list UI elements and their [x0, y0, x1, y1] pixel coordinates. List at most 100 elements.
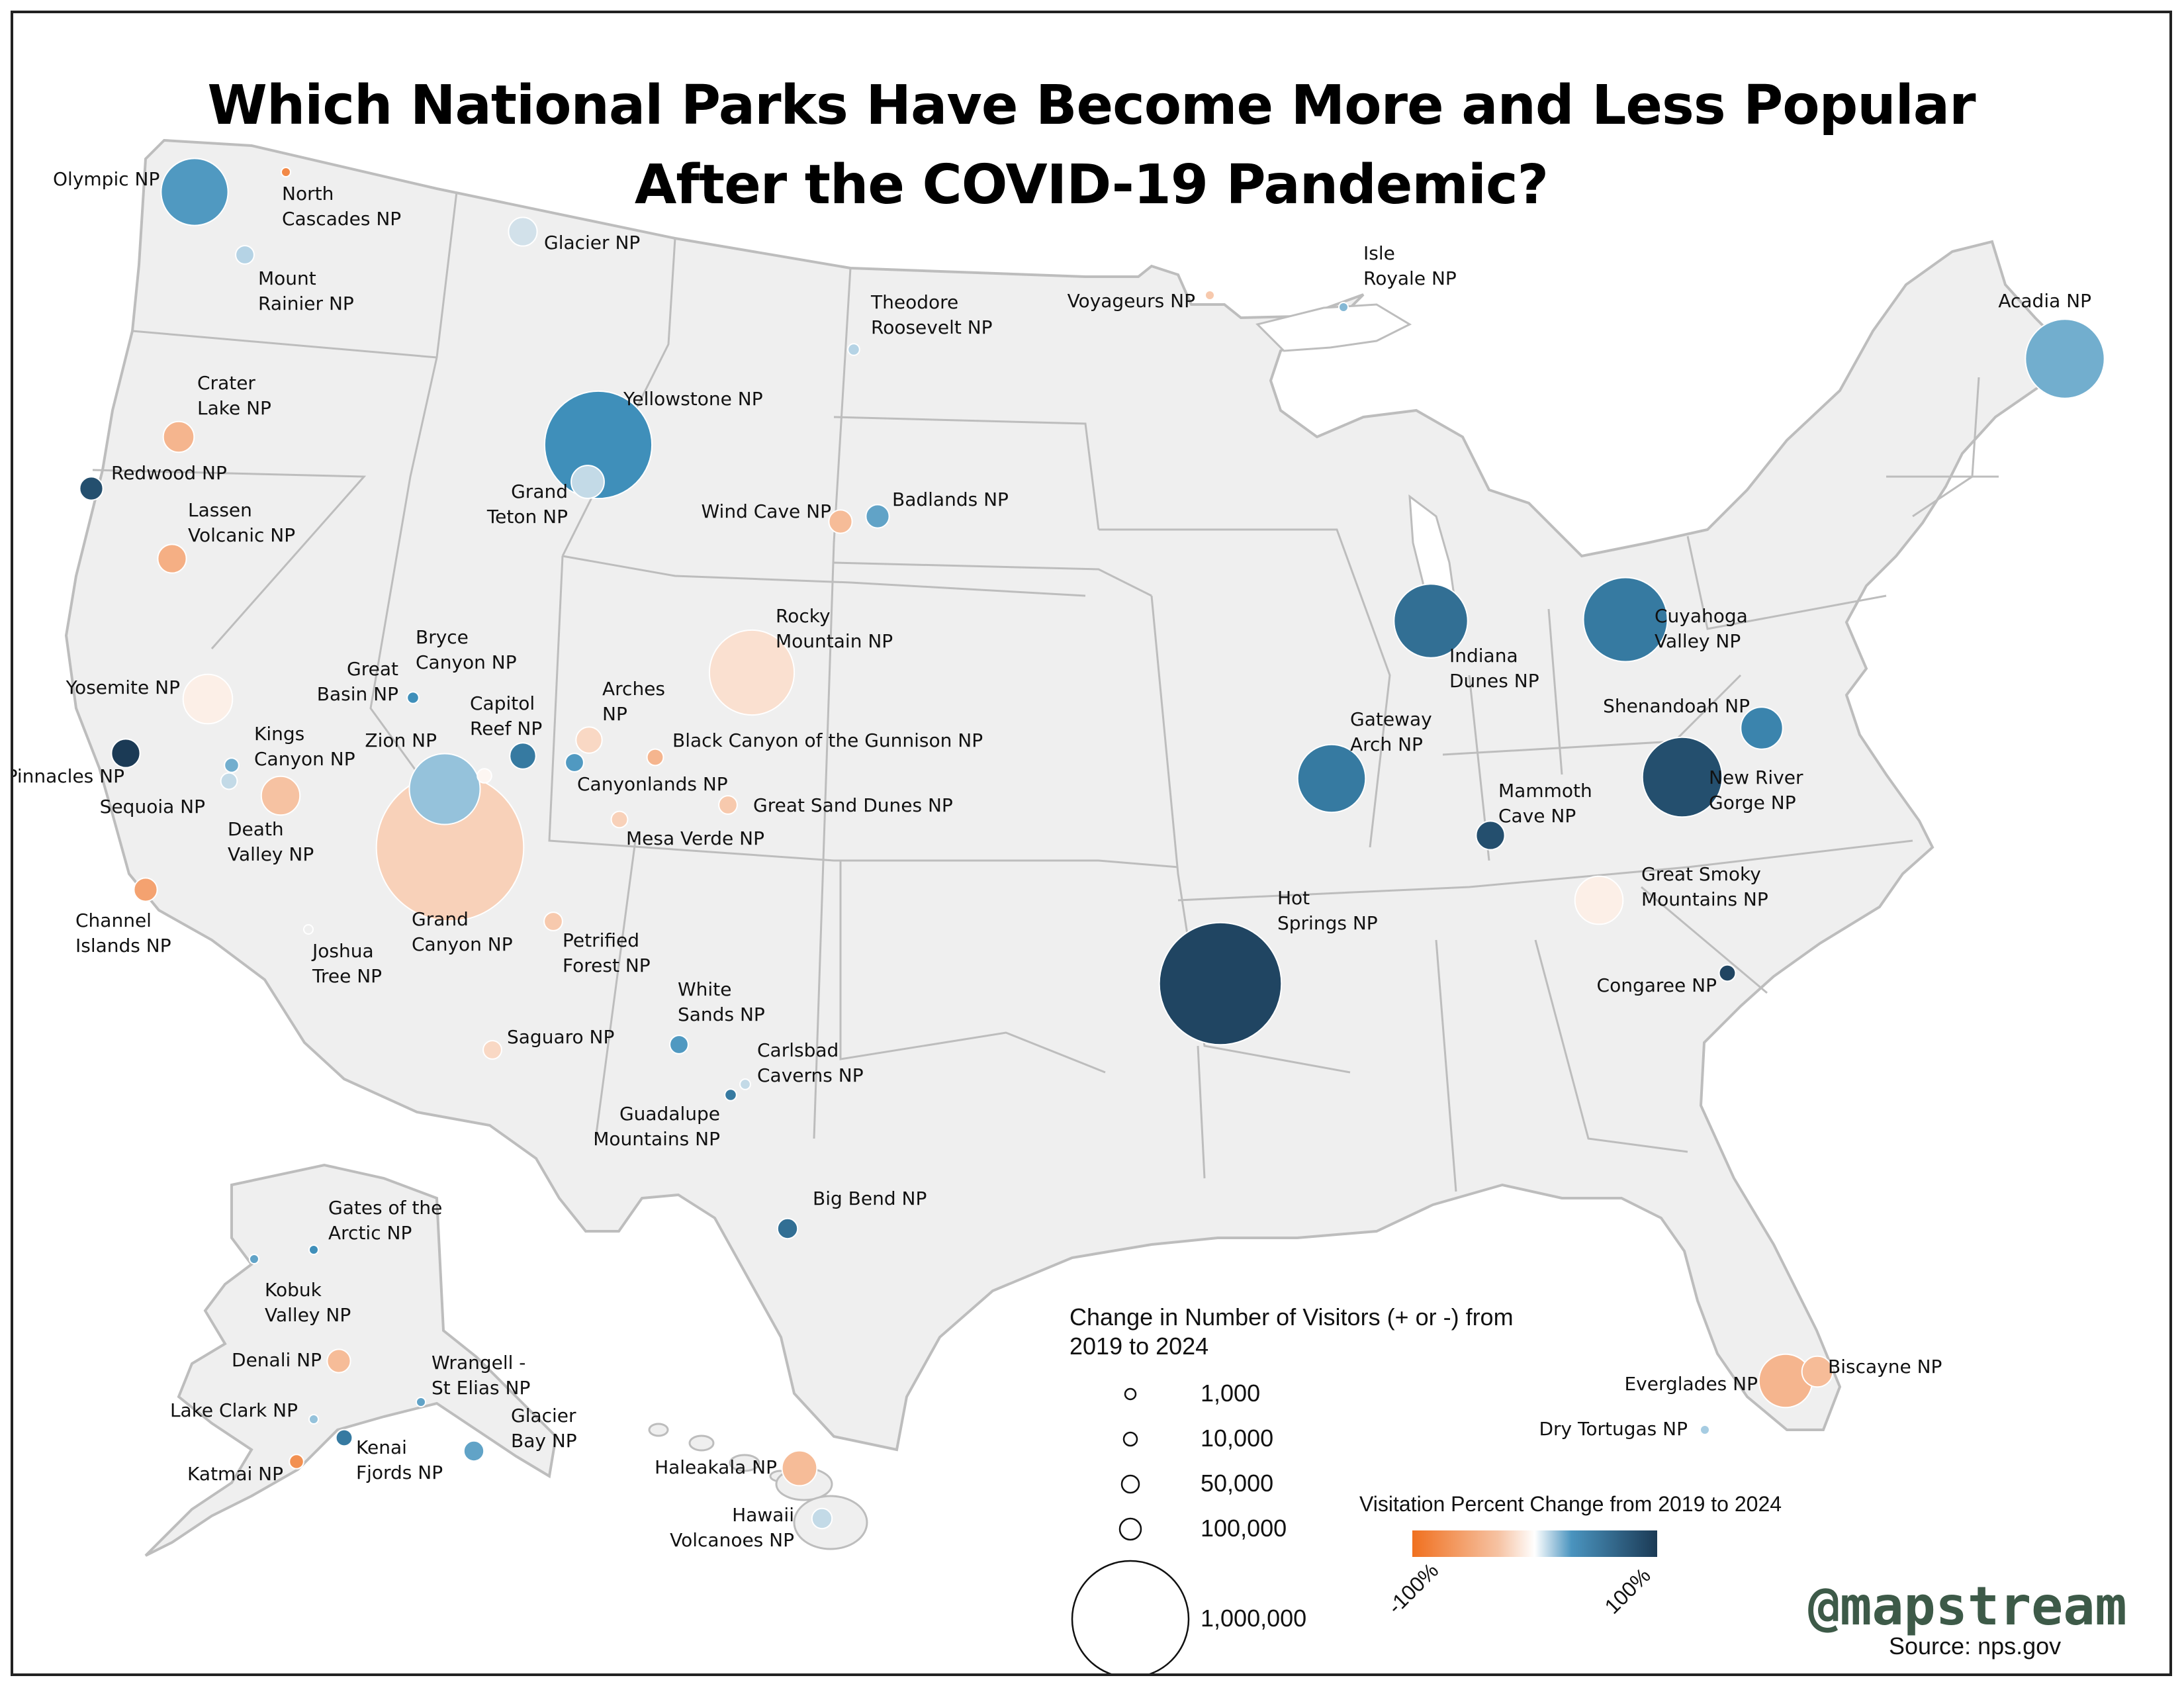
park-label-theodore-roosevelt-np: Theodore Roosevelt NP — [870, 291, 993, 338]
park-label-badlands-np: Badlands NP — [892, 489, 1009, 510]
park-bubble-channel-islands-np — [133, 877, 158, 902]
park-label-north-cascades-np: North Cascades NP — [282, 183, 401, 230]
park-label-gateway-arch-np: Gateway Arch NP — [1350, 708, 1432, 755]
park-bubble-canyonlands-np — [565, 753, 584, 773]
park-bubble-grand-teton-np — [570, 465, 605, 499]
park-bubble-theodore-roosevelt-np — [847, 343, 860, 356]
park-bubble-white-sands-np — [669, 1035, 689, 1055]
size-legend-label-1000: 1,000 — [1201, 1380, 1261, 1407]
park-label-black-canyon-of-the-gunnison-np: Black Canyon of the Gunnison NP — [672, 729, 983, 751]
lake-superior — [1255, 303, 1412, 352]
park-label-denali-np: Denali NP — [232, 1349, 322, 1371]
park-label-rocky-mountain-np: Rocky Mountain NP — [776, 605, 893, 652]
size-legend-circle-1000 — [1124, 1387, 1137, 1401]
size-legend-title: Change in Number of Visitors (+ or -) fr… — [1069, 1303, 1514, 1360]
park-label-guadalupe-mountains-np: Guadalupe Mountains NP — [593, 1103, 720, 1150]
park-label-mammoth-cave-np: Mammoth Cave NP — [1498, 780, 1592, 827]
park-bubble-saguaro-np — [482, 1040, 502, 1060]
park-label-crater-lake-np: Crater Lake NP — [197, 372, 271, 419]
park-bubble-hawaii-volcanoes-np — [811, 1507, 833, 1530]
park-bubble-olympic-np — [160, 158, 229, 226]
park-label-dry-tortugas-np: Dry Tortugas NP — [1539, 1418, 1688, 1440]
park-label-everglades-np: Everglades NP — [1624, 1373, 1758, 1395]
park-label-lassen-volcanic-np: Lassen Volcanic NP — [188, 499, 295, 546]
park-label-hot-springs-np: Hot Springs NP — [1277, 887, 1378, 934]
park-label-saguaro-np: Saguaro NP — [507, 1026, 614, 1048]
color-legend-title: Visitation Percent Change from 2019 to 2… — [1359, 1492, 1782, 1516]
park-bubble-voyageurs-np — [1205, 290, 1215, 301]
source-credit: Source: nps.gov — [1889, 1632, 2062, 1660]
park-label-biscayne-np: Biscayne NP — [1828, 1356, 1942, 1378]
park-bubble-glacier-bay-np — [463, 1440, 485, 1462]
park-bubble-kings-canyon-np — [224, 757, 240, 773]
park-label-yosemite-np: Yosemite NP — [66, 677, 180, 698]
park-labels: Olympic NP North Cascades NP Mount Rainier N… — [13, 168, 2091, 1551]
map-title-line-2: After the COVID-19 Pandemic? — [634, 154, 1549, 216]
park-bubble-lassen-volcanic-np — [157, 543, 187, 574]
park-bubble-yosemite-np — [182, 673, 234, 725]
park-label-indiana-dunes-np: Indiana Dunes NP — [1449, 645, 1539, 692]
park-label-joshua-tree-np: Joshua Tree NP — [311, 940, 382, 987]
park-bubbles — [79, 158, 2105, 1530]
park-bubble-cuyahoga-valley-np — [1582, 577, 1668, 663]
park-bubble-indiana-dunes-np — [1393, 583, 1469, 659]
park-label-wind-cave-np: Wind Cave NP — [701, 500, 831, 522]
park-label-glacier-bay-np: Glacier Bay NP — [511, 1405, 577, 1452]
park-label-congaree-np: Congaree NP — [1597, 974, 1717, 996]
park-label-sequoia-np: Sequoia NP — [100, 796, 205, 818]
park-label-kobuk-valley-np: Kobuk Valley NP — [265, 1279, 351, 1326]
park-bubble-mammoth-cave-np — [1475, 820, 1506, 851]
park-label-capitol-reef-np: Capitol Reef NP — [470, 692, 542, 739]
park-bubble-north-cascades-np — [281, 167, 291, 177]
size-legend-circle-50000 — [1120, 1474, 1140, 1494]
park-bubble-denali-np — [326, 1348, 351, 1374]
park-bubble-carlsbad-caverns-np — [739, 1078, 751, 1090]
park-bubble-biscayne-np — [1801, 1355, 1834, 1388]
park-label-arches-np: Arches NP — [602, 678, 665, 725]
park-label-wrangell-st-elias-np: Wrangell -St Elias NP — [432, 1352, 530, 1399]
park-label-white-sands-np: White Sands NP — [678, 978, 765, 1025]
park-bubble-kobuk-valley-np — [249, 1254, 259, 1264]
park-bubble-black-canyon-of-the-gunnison-np — [646, 748, 664, 767]
park-label-olympic-np: Olympic NP — [53, 168, 159, 190]
size-legend-label-1000000: 1,000,000 — [1201, 1605, 1307, 1632]
park-bubble-haleakala-np — [781, 1450, 818, 1487]
park-bubble-pinnacles-np — [111, 738, 141, 769]
park-label-channel-islands-np: Channel Islands NP — [75, 910, 171, 957]
map-canvas: Olympic NP North Cascades NP Mount Rainier N… — [13, 138, 2105, 1673]
park-label-acadia-np: Acadia NP — [1998, 290, 2091, 312]
park-bubble-badlands-np — [865, 504, 890, 529]
park-label-bryce-canyon-np: Bryce Canyon NP — [416, 626, 517, 673]
park-bubble-lake-clark-np — [308, 1414, 319, 1425]
size-legend-circles — [1071, 1387, 1190, 1673]
park-label-grand-teton-np: Grand Teton NP — [486, 481, 568, 528]
park-label-kings-canyon-np: Kings Canyon NP — [254, 723, 355, 770]
park-bubble-new-river-gorge-np — [1641, 736, 1723, 818]
park-label-great-sand-dunes-np: Great Sand Dunes NP — [753, 794, 953, 816]
park-label-zion-np: Zion NP — [365, 729, 437, 751]
park-label-isle-royale-np: Isle Royale NP — [1363, 242, 1457, 289]
park-bubble-wrangell-st-elias-np — [416, 1397, 426, 1407]
park-label-canyonlands-np: Canyonlands NP — [577, 773, 728, 795]
size-legend-circle-100000 — [1118, 1517, 1142, 1541]
park-label-cuyahoga-valley-np: Cuyahoga Valley NP — [1655, 605, 1748, 652]
park-bubble-gates-of-the-arctic-np — [308, 1244, 319, 1255]
park-bubble-glacier-np — [508, 216, 538, 247]
park-bubble-congaree-np — [1718, 964, 1737, 982]
park-label-lake-clark-np: Lake Clark NP — [170, 1399, 298, 1421]
park-bubble-great-smoky-mountains-np — [1574, 875, 1624, 925]
park-bubble-katmai-np — [289, 1454, 304, 1470]
park-bubble-dry-tortugas-np — [1700, 1425, 1710, 1435]
park-bubble-capitol-reef-np — [509, 742, 537, 770]
park-label-shenandoah-np: Shenandoah NP — [1603, 695, 1750, 717]
park-label-hawaii-volcanoes-np: Hawaii Volcanoes NP — [670, 1504, 794, 1551]
park-bubble-rocky-mountain-np — [708, 629, 796, 716]
park-bubble-acadia-np — [2025, 318, 2105, 399]
park-bubble-wind-cave-np — [828, 509, 853, 534]
park-bubble-yellowstone-np — [543, 390, 653, 500]
park-bubble-crater-lake-np — [162, 420, 195, 453]
color-legend-max: 100% — [1600, 1564, 1655, 1618]
park-label-grand-canyon-np: Grand Canyon NP — [412, 908, 513, 955]
park-bubble-hot-springs-np — [1158, 921, 1283, 1046]
park-label-kenai-fjords-np: Kenai Fjords NP — [356, 1436, 443, 1483]
